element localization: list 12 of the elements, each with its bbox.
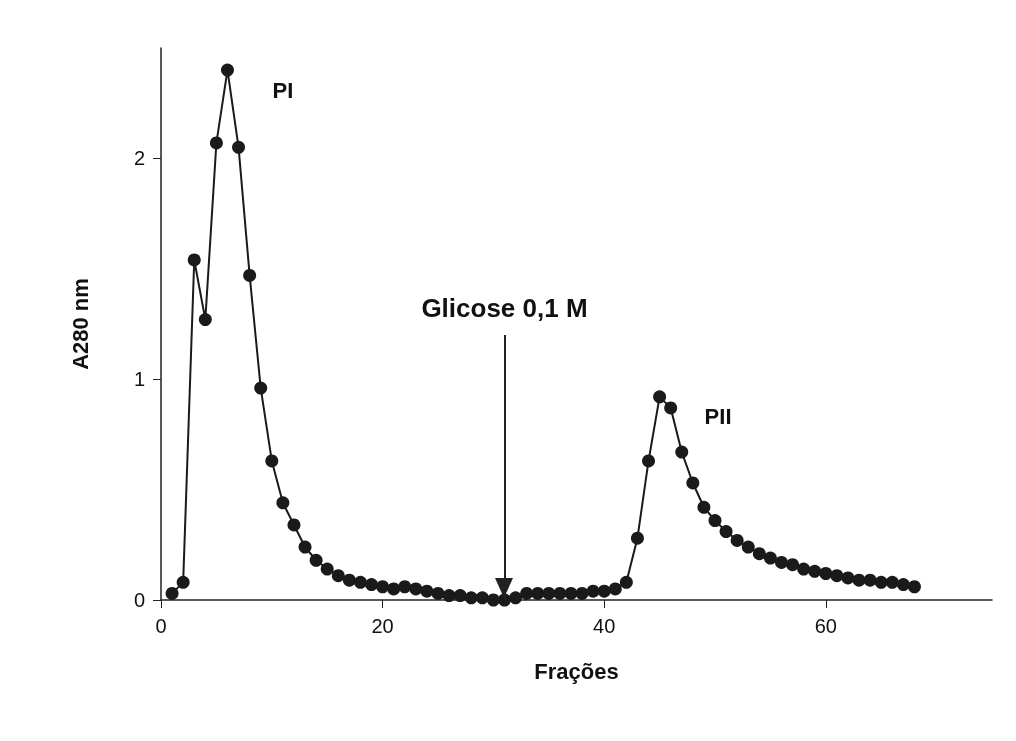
x-axis-title: Frações <box>534 658 619 684</box>
annotation: PI <box>272 77 294 103</box>
y-tick-label: 2 <box>133 147 145 170</box>
x-tick-label: 0 <box>155 615 167 637</box>
y-axis-title: A280 nm <box>67 278 93 370</box>
annotation: PII <box>704 404 732 430</box>
x-tick-label: 60 <box>814 615 837 637</box>
x-tick-label: 40 <box>593 615 616 637</box>
y-tick-label: 1 <box>133 368 145 391</box>
ref-line-label: Glicose 0,1 M <box>421 293 588 324</box>
y-tick-label: 0 <box>133 589 145 611</box>
x-tick-label: 20 <box>371 615 394 637</box>
